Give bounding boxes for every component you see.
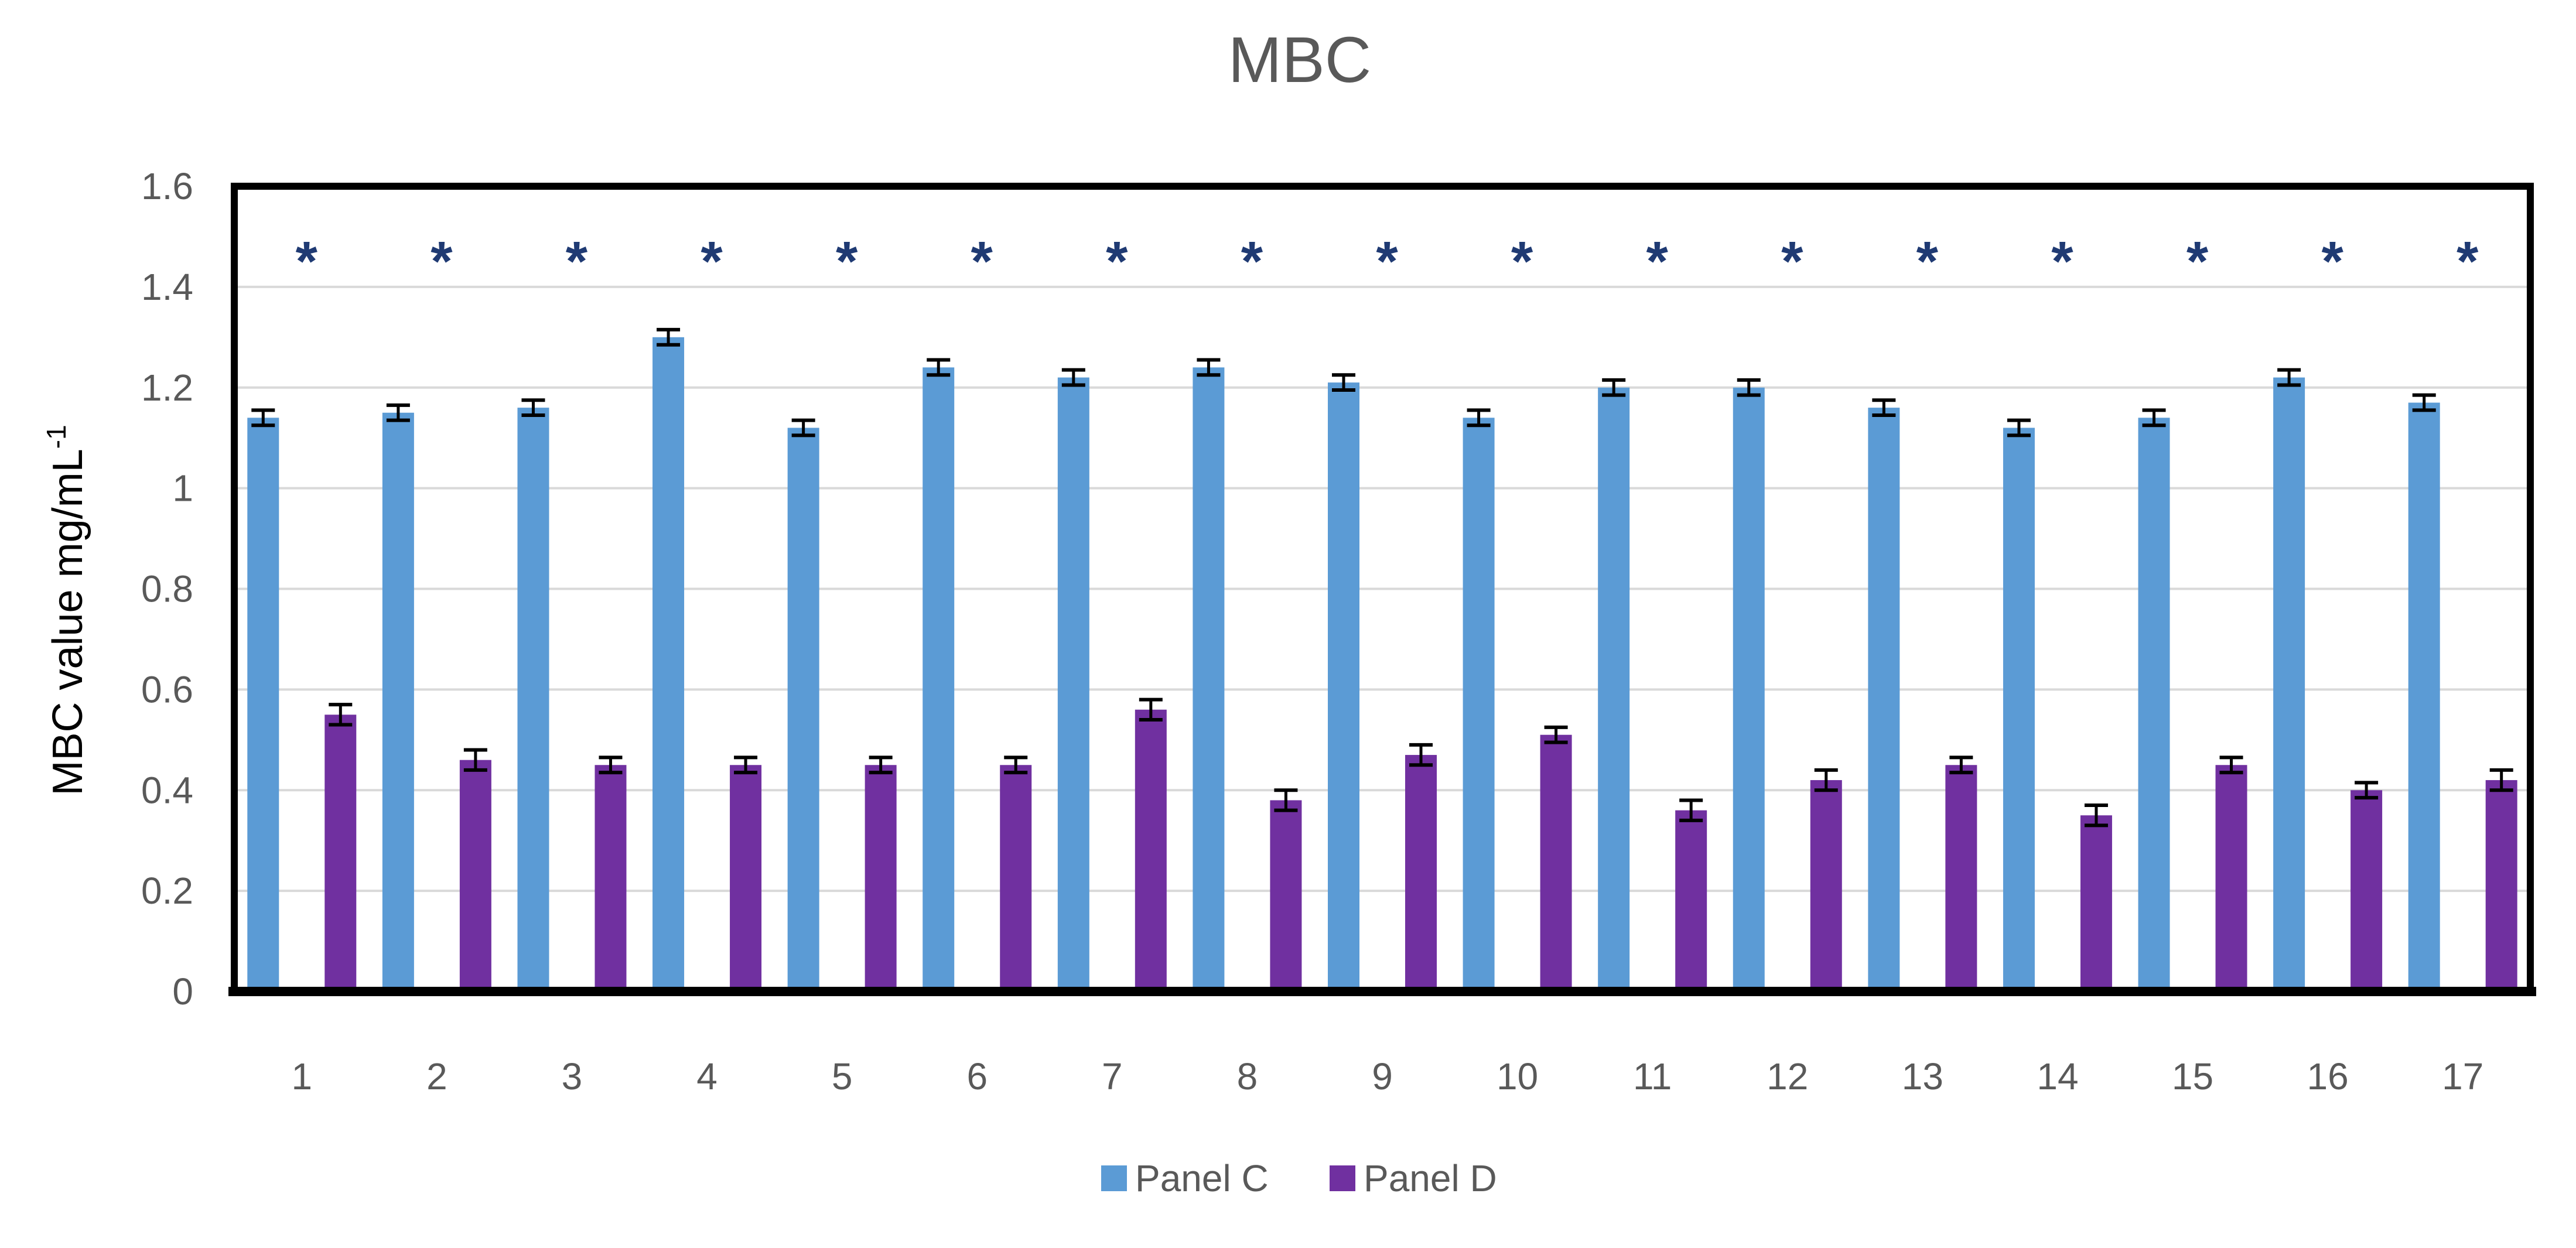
x-tick-label: 10 [1497, 1055, 1538, 1097]
grid-lines [234, 285, 2530, 893]
significance-star: * [836, 230, 858, 293]
bar-panel-d [2350, 790, 2383, 991]
x-tick-label: 16 [2307, 1055, 2349, 1097]
bar-panel-c [787, 428, 819, 991]
bar-panel-c [652, 337, 685, 991]
x-tick-label: 15 [2172, 1055, 2213, 1097]
x-tick-label: 5 [832, 1055, 853, 1097]
x-tick-label: 7 [1102, 1055, 1123, 1097]
significance-star: * [1511, 230, 1533, 293]
bar-panel-c [2003, 428, 2035, 991]
bar-panel-c [2408, 402, 2440, 991]
y-tick-label: 0.2 [141, 870, 193, 912]
y-axis-label-superscript: -1 [41, 425, 71, 449]
bars [247, 327, 2517, 991]
x-tick-label: 9 [1372, 1055, 1393, 1097]
significance-star: * [701, 230, 723, 293]
x-tick-label: 1 [291, 1055, 312, 1097]
y-tick-label: 1 [172, 467, 193, 510]
bar-panel-c [1057, 377, 1089, 991]
bar-panel-c [923, 367, 955, 991]
y-axis-label: MBC value mg/mL-1 [41, 425, 91, 795]
bar-panel-d [865, 765, 897, 991]
bar-panel-d [1000, 765, 1032, 991]
y-axis-ticks: 0 0.2 0.4 0.6 0.8 1 1.2 1.4 1.6 [141, 165, 193, 1013]
legend-swatch-panel-c [1101, 1165, 1127, 1191]
bar-panel-c [1463, 418, 1495, 991]
x-tick-label: 3 [562, 1055, 583, 1097]
significance-star: * [971, 230, 993, 293]
bar-panel-c [1733, 387, 1765, 991]
bar-panel-d [1945, 765, 1977, 991]
x-tick-label: 6 [966, 1055, 988, 1097]
chart-title: MBC [1228, 24, 1371, 96]
x-tick-label: 8 [1237, 1055, 1258, 1097]
y-tick-label: 0 [172, 970, 193, 1013]
significance-star: * [2186, 230, 2209, 293]
y-tick-label: 0.8 [141, 568, 193, 610]
x-tick-label: 4 [696, 1055, 718, 1097]
legend-label-panel-c: Panel C [1135, 1157, 1269, 1199]
significance-star: * [431, 230, 453, 293]
significance-star: * [2321, 230, 2343, 293]
significance-star: * [1781, 230, 1803, 293]
bar-panel-c [1328, 382, 1359, 991]
y-tick-label: 1.4 [141, 266, 193, 308]
y-tick-label: 0.4 [141, 769, 193, 811]
bar-panel-d [1405, 755, 1437, 991]
bar-panel-c [382, 412, 414, 991]
x-tick-label: 11 [1633, 1055, 1672, 1097]
bar-panel-d [1810, 780, 1842, 991]
significance-star: * [2457, 230, 2479, 293]
bar-panel-d [1540, 734, 1572, 991]
x-tick-label: 17 [2442, 1055, 2483, 1097]
significance-star: * [2051, 230, 2073, 293]
y-tick-label: 0.6 [141, 668, 193, 710]
significance-star: * [1916, 230, 1939, 293]
bar-panel-d [1135, 709, 1167, 991]
bar-panel-d [2485, 780, 2517, 991]
legend-swatch-panel-d [1330, 1165, 1355, 1191]
x-axis-ticks: 1 2 3 4 5 6 7 8 9 10 11 12 13 14 15 16 17 [291, 1055, 2483, 1097]
legend: Panel C Panel D [1101, 1157, 1497, 1199]
bar-panel-c [517, 408, 549, 991]
y-axis-label-text: MBC value mg/mL [45, 449, 91, 795]
y-tick-label: 1.2 [141, 367, 193, 409]
x-tick-label: 12 [1767, 1055, 1808, 1097]
bar-panel-d [595, 765, 627, 991]
bar-panel-c [2273, 377, 2305, 991]
legend-label-panel-d: Panel D [1364, 1157, 1497, 1199]
bar-panel-c [2138, 418, 2170, 991]
bar-panel-d [1270, 800, 1302, 991]
significance-markers: * * * * * * * * * * * * * * * * * [296, 230, 2479, 293]
x-tick-label: 2 [426, 1055, 447, 1097]
y-tick-label: 1.6 [141, 165, 193, 207]
bar-panel-d [2080, 815, 2112, 991]
significance-star: * [1241, 230, 1263, 293]
bar-panel-c [247, 418, 279, 991]
significance-star: * [296, 230, 318, 293]
significance-star: * [566, 230, 588, 293]
significance-star: * [1646, 230, 1668, 293]
bar-panel-d [459, 760, 491, 991]
significance-star: * [1376, 230, 1398, 293]
x-tick-label: 14 [2037, 1055, 2078, 1097]
bar-panel-c [1193, 367, 1225, 991]
x-tick-label: 13 [1902, 1055, 1943, 1097]
bar-panel-d [324, 714, 357, 991]
significance-star: * [1106, 230, 1128, 293]
bar-panel-d [2215, 765, 2247, 991]
bar-panel-c [1868, 408, 1900, 991]
bar-panel-c [1598, 387, 1630, 991]
bar-panel-d [1675, 810, 1707, 991]
bar-panel-d [730, 765, 762, 991]
